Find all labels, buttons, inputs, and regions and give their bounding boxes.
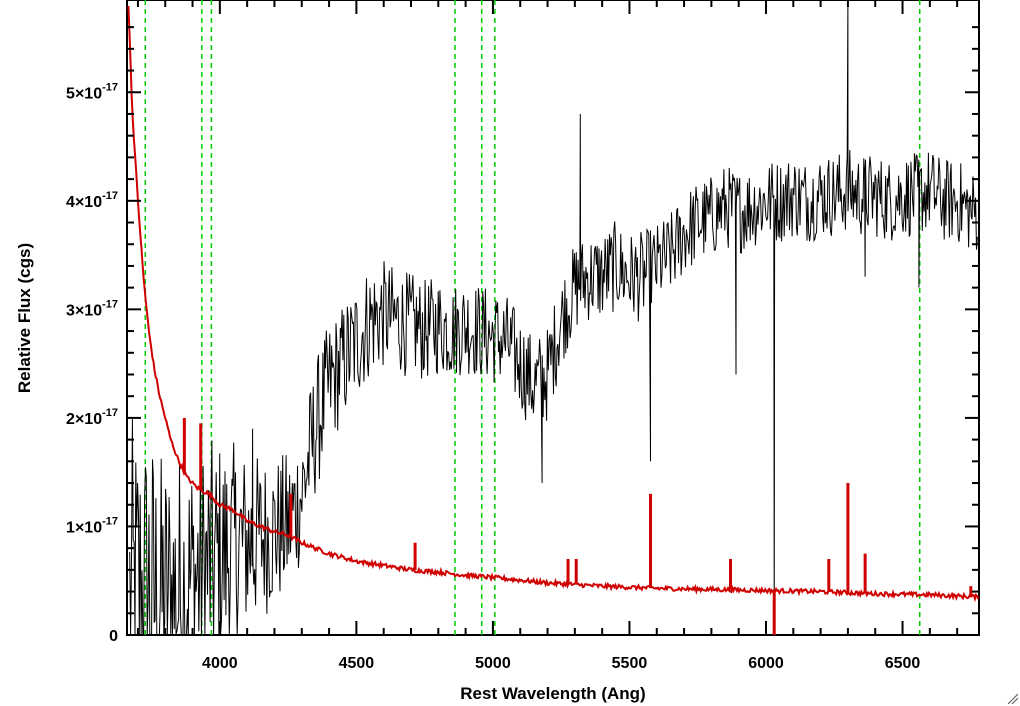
x-tick-label: 6500 <box>885 655 921 672</box>
resize-grip-icon[interactable] <box>1006 692 1018 704</box>
x-tick-label: 4000 <box>202 655 238 672</box>
model-spectrum-line <box>127 5 980 603</box>
y-axis-ticks: 0 1×10-17 2×10-17 3×10-17 4×10-17 5×10-17 <box>66 26 979 645</box>
x-axis-ticks: 4000 4500 5000 5500 6000 6500 <box>136 0 959 672</box>
x-tick-label: 5000 <box>475 655 511 672</box>
y-tick-label: 3×10-17 <box>66 298 118 319</box>
y-axis-title: Relative Flux (cgs) <box>15 243 34 393</box>
y-tick-label: 5×10-17 <box>66 81 118 102</box>
x-tick-label: 4500 <box>339 655 375 672</box>
observed-spectrum-line <box>129 0 978 636</box>
y-tick-label: 0 <box>109 628 118 645</box>
series-observed-spectrum <box>129 0 978 636</box>
plot-area <box>126 0 980 636</box>
y-tick-label: 1×10-17 <box>66 515 118 536</box>
y-tick-label: 2×10-17 <box>66 407 118 428</box>
plot-frame <box>126 0 980 636</box>
x-axis-title: Rest Wavelength (Ang) <box>460 684 645 703</box>
series-model-spectrum <box>127 5 980 635</box>
x-tick-label: 6000 <box>748 655 784 672</box>
y-tick-label: 4×10-17 <box>66 190 118 211</box>
x-tick-label: 5500 <box>612 655 648 672</box>
